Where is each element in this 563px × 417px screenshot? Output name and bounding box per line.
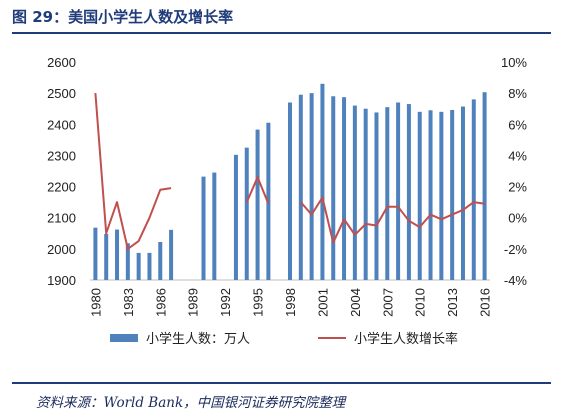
bar bbox=[320, 83, 325, 280]
bar bbox=[201, 176, 206, 280]
figure-title: 图 29：美国小学生人数及增长率 bbox=[12, 8, 234, 26]
bar bbox=[93, 227, 98, 280]
bar bbox=[136, 252, 141, 280]
bar bbox=[298, 94, 303, 280]
bar bbox=[158, 242, 163, 280]
bar bbox=[352, 105, 357, 280]
left-y-tick-label: 2300 bbox=[47, 148, 76, 163]
bar bbox=[125, 243, 130, 280]
right-y-tick-label: 0% bbox=[508, 211, 527, 226]
bar bbox=[385, 107, 390, 281]
left-y-tick-label: 1900 bbox=[47, 273, 76, 288]
x-tick-label: 1989 bbox=[186, 288, 201, 317]
bar bbox=[363, 108, 368, 280]
right-y-tick-label: 10% bbox=[501, 55, 527, 70]
bar bbox=[255, 129, 260, 280]
bar-series bbox=[93, 83, 487, 281]
legend-bar-label: 小学生人数：万人 bbox=[146, 331, 250, 347]
growth-line-segment bbox=[94, 93, 172, 250]
x-tick-label: 2007 bbox=[380, 288, 395, 317]
left-y-tick-labels: 1900 2000 2100 2200 2300 2400 2500 2600 bbox=[47, 55, 76, 288]
growth-line-segment bbox=[245, 176, 270, 205]
source-rule bbox=[12, 382, 551, 384]
bar bbox=[309, 93, 314, 281]
title-rule bbox=[12, 32, 551, 34]
x-tick-label: 1983 bbox=[121, 288, 136, 317]
bar bbox=[233, 154, 238, 280]
x-tick-label: 1980 bbox=[88, 288, 103, 317]
left-y-tick-label: 2400 bbox=[47, 117, 76, 132]
bar bbox=[482, 92, 487, 280]
x-tick-label: 2013 bbox=[445, 288, 460, 317]
legend: 小学生人数：万人 小学生人数增长率 bbox=[110, 331, 458, 347]
left-y-tick-label: 2100 bbox=[47, 211, 76, 226]
x-tick-label: 1986 bbox=[153, 288, 168, 317]
bar bbox=[288, 102, 292, 280]
bar bbox=[169, 229, 174, 280]
bar bbox=[396, 102, 401, 280]
left-y-tick-label: 2000 bbox=[47, 242, 76, 257]
legend-line-label: 小学生人数增长率 bbox=[354, 331, 458, 347]
bar bbox=[406, 104, 411, 281]
legend-bar-swatch bbox=[110, 334, 138, 342]
bar bbox=[147, 252, 152, 280]
right-y-tick-label: -2% bbox=[504, 242, 528, 257]
right-y-tick-label: -4% bbox=[504, 273, 528, 288]
x-tick-label: 1995 bbox=[251, 288, 266, 317]
x-tick-label: 1992 bbox=[218, 288, 233, 317]
bar bbox=[115, 229, 120, 280]
bar bbox=[439, 111, 444, 280]
bar bbox=[331, 96, 336, 280]
right-y-tick-label: 6% bbox=[508, 117, 527, 132]
right-y-tick-label: 2% bbox=[508, 180, 527, 195]
left-y-tick-label: 2200 bbox=[47, 180, 76, 195]
right-y-tick-labels: -4% -2% 0% 2% 4% 6% 8% 10% bbox=[501, 55, 527, 288]
bar bbox=[244, 147, 249, 280]
right-y-tick-label: 4% bbox=[508, 148, 527, 163]
bar bbox=[428, 110, 433, 281]
bar bbox=[471, 99, 476, 280]
bar bbox=[460, 106, 465, 280]
left-y-tick-label: 2500 bbox=[47, 86, 76, 101]
x-tick-label: 2016 bbox=[478, 288, 493, 317]
bar bbox=[342, 97, 347, 280]
bar bbox=[212, 172, 217, 280]
right-y-tick-label: 8% bbox=[508, 86, 527, 101]
bar bbox=[374, 112, 379, 280]
x-tick-label: 2010 bbox=[413, 288, 428, 317]
x-tick-label: 2001 bbox=[315, 288, 330, 317]
x-tick-labels: 1980 1983 1986 1989 1992 1995 1998 2001 2004 2007… bbox=[88, 288, 492, 317]
bar bbox=[104, 233, 109, 280]
source-note: 资料来源：World Bank，中国银河证券研究院整理 bbox=[36, 395, 346, 411]
x-tick-label: 1998 bbox=[283, 288, 298, 317]
bar bbox=[450, 109, 455, 281]
left-y-tick-label: 2600 bbox=[47, 55, 76, 70]
growth-line-segment bbox=[300, 196, 485, 244]
x-tick-label: 2004 bbox=[348, 288, 363, 317]
bar bbox=[417, 111, 422, 280]
line-series bbox=[94, 93, 485, 250]
